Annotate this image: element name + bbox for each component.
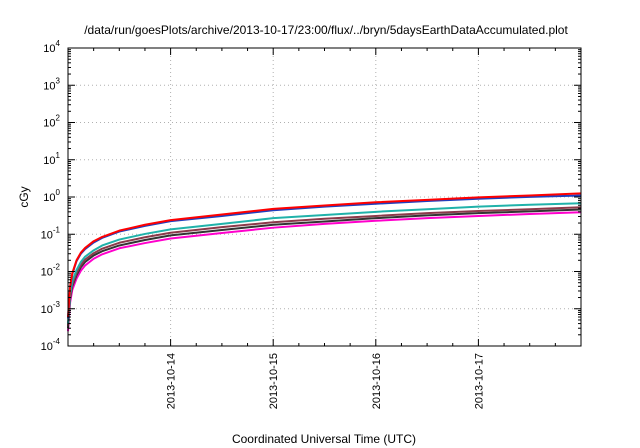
y-tick-exponent: -3 bbox=[53, 300, 61, 309]
x-tick-label: 2013-10-17 bbox=[473, 353, 485, 409]
y-tick-label: 104 bbox=[43, 39, 60, 55]
x-tick-label: 2013-10-16 bbox=[371, 353, 383, 409]
series-line-4 bbox=[67, 206, 582, 326]
series-group bbox=[67, 192, 582, 332]
series-line-2 bbox=[67, 194, 582, 319]
y-tick-exponent: 2 bbox=[56, 114, 61, 123]
x-tick-label: 2013-10-15 bbox=[268, 353, 280, 409]
y-tick-label: 103 bbox=[43, 76, 60, 92]
x-tick-label: 2013-10-14 bbox=[166, 353, 178, 409]
y-tick-label: 10-2 bbox=[41, 263, 61, 279]
y-tick-label: 102 bbox=[43, 114, 60, 130]
y-tick-label: 10-1 bbox=[41, 225, 61, 241]
y-tick-exponent: 0 bbox=[56, 188, 61, 197]
series-line-6 bbox=[67, 211, 582, 332]
y-tick-label: 10-4 bbox=[41, 337, 61, 353]
y-tick-label: 100 bbox=[43, 188, 60, 204]
y-tick-exponent: 4 bbox=[56, 39, 61, 48]
y-tick-exponent: 3 bbox=[56, 76, 61, 85]
y-tick-exponent: -4 bbox=[53, 337, 61, 346]
y-tick-label: 101 bbox=[43, 151, 60, 167]
y-tick-exponent: -2 bbox=[53, 263, 61, 272]
chart-title: /data/run/goesPlots/archive/2013-10-17/2… bbox=[84, 23, 568, 37]
y-axis-label: cGy bbox=[17, 186, 31, 207]
series-line-3 bbox=[67, 202, 582, 324]
x-axis-label: Coordinated Universal Time (UTC) bbox=[232, 432, 416, 446]
y-tick-exponent: -1 bbox=[53, 225, 61, 234]
y-tick-label: 10-3 bbox=[41, 300, 61, 316]
y-tick-exponent: 1 bbox=[56, 151, 61, 160]
x-axis-ticks: 2013-10-14 2013-10-15 2013-10-16 2013-10-17 bbox=[93, 48, 556, 409]
series-line-1 bbox=[67, 192, 582, 318]
series-line-5 bbox=[67, 208, 582, 329]
